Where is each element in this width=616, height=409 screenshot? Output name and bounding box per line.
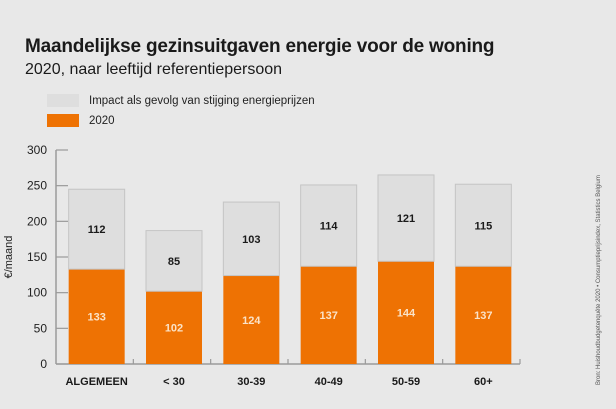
bar-2020 [223, 275, 280, 364]
bar-impact [377, 174, 435, 262]
bar-2020 [378, 261, 434, 364]
data-label-impact: 85 [168, 256, 180, 268]
bar-2020 [68, 269, 125, 364]
bar-impact [68, 188, 126, 270]
x-tick-label: 50-59 [392, 376, 420, 388]
x-tick-label: < 30 [163, 376, 185, 388]
legend-label-2020: 2020 [89, 114, 115, 127]
y-tick-label: 250 [27, 179, 47, 193]
x-tick-label: 40-49 [315, 376, 343, 388]
bar-2020 [146, 291, 202, 364]
y-tick-label: 50 [34, 321, 48, 335]
y-tick-label: 0 [40, 357, 47, 371]
y-axis-label: €/maand [3, 236, 15, 279]
data-label-2020: 144 [397, 308, 416, 320]
legend-item-2020: 2020 [47, 114, 115, 127]
bar-impact [145, 230, 203, 292]
y-tick-label: 300 [27, 143, 47, 157]
bar-2020 [300, 266, 357, 364]
legend-label-impact: Impact als gevolg van stijging energiepr… [89, 94, 315, 107]
bar-impact [222, 201, 280, 277]
chart-subtitle: 2020, naar leeftijd referentiepersoon [25, 61, 283, 78]
legend-swatch-2020 [47, 114, 79, 127]
chart-title: Maandelijkse gezinsuitgaven energie voor… [25, 36, 495, 57]
data-label-impact: 112 [88, 224, 106, 236]
data-label-2020: 124 [242, 315, 261, 327]
y-tick-label: 150 [27, 250, 47, 264]
bar-impact [454, 183, 512, 267]
data-label-2020: 102 [165, 323, 183, 335]
legend-item-impact: Impact als gevolg van stijging energiepr… [47, 94, 315, 107]
bar-impact [300, 184, 358, 267]
y-tick-label: 200 [27, 214, 47, 228]
y-tick-label: 100 [27, 286, 47, 300]
data-label-2020: 133 [87, 312, 105, 324]
data-label-impact: 121 [397, 213, 415, 225]
data-label-impact: 115 [474, 220, 492, 232]
x-tick-label: 60+ [474, 376, 493, 388]
data-label-impact: 103 [242, 234, 260, 246]
data-label-2020: 137 [319, 310, 337, 322]
x-tick-label: 30-39 [237, 376, 265, 388]
data-label-impact: 114 [320, 221, 339, 233]
legend-swatch-impact [47, 94, 79, 107]
data-label-2020: 137 [474, 310, 492, 322]
x-tick-label: ALGEMEEN [65, 376, 127, 388]
bar-2020 [455, 266, 512, 364]
